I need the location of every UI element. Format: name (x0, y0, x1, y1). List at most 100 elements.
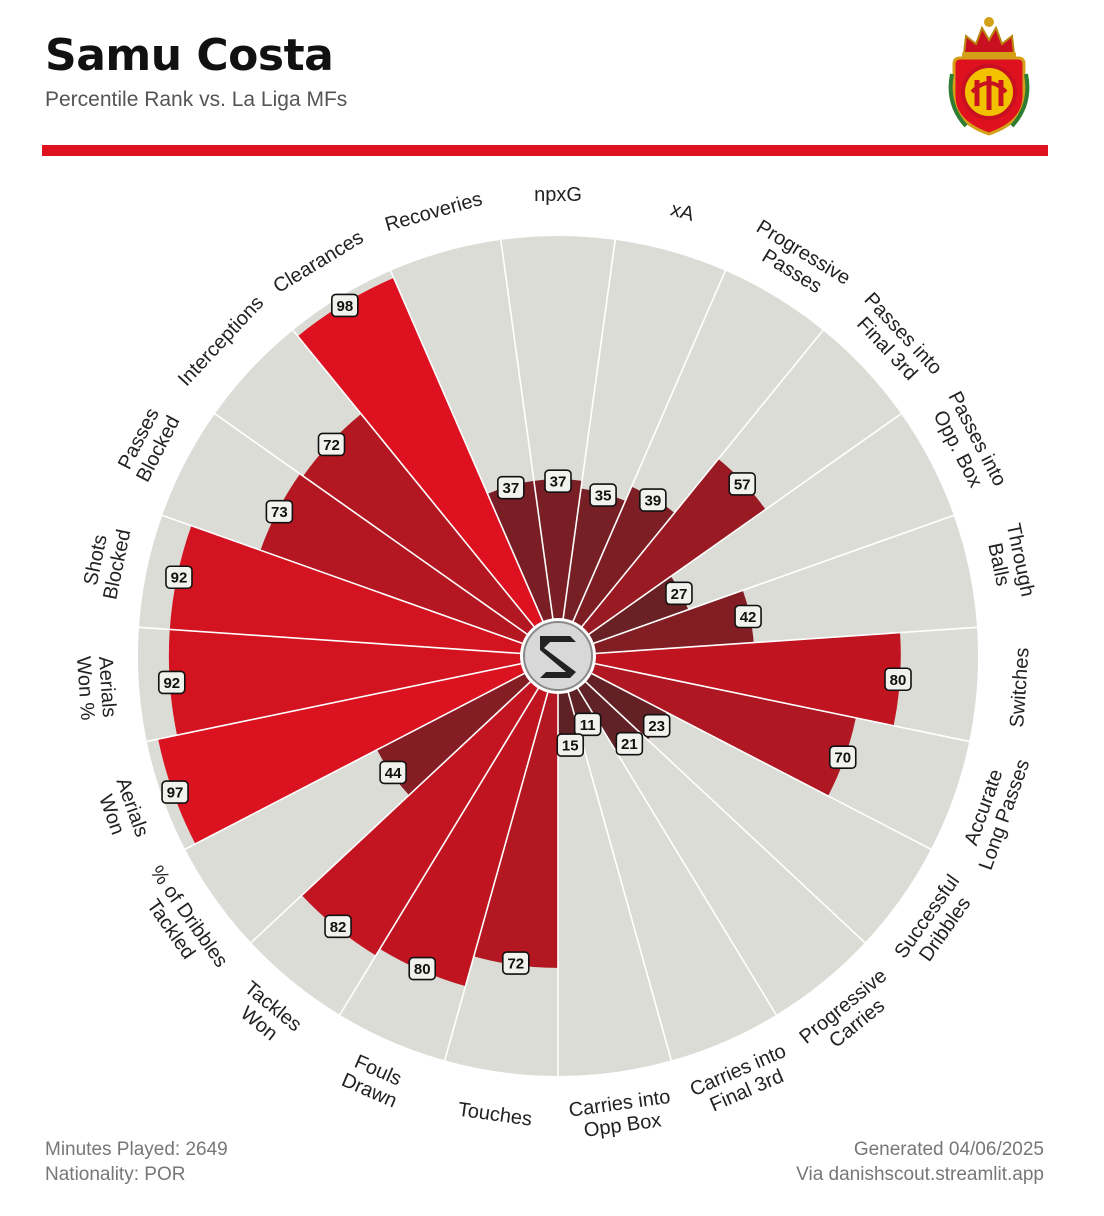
radar-bar (303, 414, 537, 637)
radar-divider-line (138, 626, 559, 657)
value-label: 35 (595, 488, 612, 505)
value-label: 92 (171, 570, 188, 587)
radar-divider-line (184, 655, 559, 850)
value-label: 42 (740, 609, 757, 626)
radar-bar (579, 458, 766, 637)
value-badge: 72 (501, 951, 530, 975)
danishscout-logo-icon (520, 618, 596, 694)
radar-background-wedge (567, 685, 777, 1061)
page-title: Samu Costa (45, 30, 334, 81)
category-label: Recoveries (382, 188, 484, 236)
value-badge-box (157, 670, 186, 695)
value-badge-box (544, 469, 572, 493)
value-label: 92 (163, 675, 180, 692)
value-badge: 80 (884, 667, 912, 692)
center-hub (523, 621, 593, 691)
value-label: 70 (834, 750, 851, 767)
value-badge: 92 (165, 565, 193, 590)
value-label: 80 (890, 672, 907, 689)
radar-divider-line (389, 270, 559, 657)
radar-bar (487, 480, 554, 625)
value-label: 23 (648, 718, 665, 735)
value-label: 82 (330, 919, 347, 936)
value-label: 80 (414, 961, 431, 978)
radar-divider-line (557, 329, 824, 657)
generated-date: Generated 04/06/2025 (853, 1139, 1044, 1160)
category-label: Touches (457, 1099, 534, 1131)
value-badge: 72 (317, 432, 346, 457)
value-badge-box (408, 956, 437, 981)
radar-bar (591, 632, 901, 726)
value-badge-box (828, 745, 857, 770)
value-badge: 73 (265, 499, 294, 524)
radar-divider-line (214, 413, 559, 657)
radar-divider-line (146, 655, 559, 743)
value-badge: 70 (828, 745, 857, 770)
radar-divider-line (500, 239, 559, 657)
value-badge-box (665, 581, 693, 606)
radar-divider-line (161, 514, 559, 657)
center-logo-mark (540, 636, 576, 678)
value-label: 21 (621, 736, 638, 753)
radar-bar (377, 671, 534, 796)
value-badge-box (734, 604, 762, 629)
category-label-line: Touches (457, 1099, 534, 1131)
radar-bar (169, 525, 526, 654)
value-badge: 35 (589, 483, 617, 507)
category-label: Switches (1006, 647, 1033, 728)
value-badge-box (379, 760, 407, 785)
value-label: 72 (323, 437, 340, 454)
radar-bar (590, 590, 754, 654)
radar-bar (585, 576, 689, 645)
category-label: xA (668, 198, 697, 226)
radar-divider-line (339, 655, 559, 1016)
value-badge: 27 (665, 581, 693, 606)
radar-divider-line (557, 413, 902, 657)
value-badge: 97 (161, 780, 189, 804)
radar-bar (379, 685, 549, 987)
value-label: 27 (671, 586, 688, 603)
category-label: Clearances (270, 226, 368, 297)
value-badge-box (331, 293, 359, 318)
radar-divider-line (557, 626, 978, 657)
value-badge-box (317, 432, 346, 457)
value-label: 39 (645, 493, 662, 510)
value-badge-box (728, 472, 756, 496)
category-label: npxG (534, 184, 582, 206)
radar-bar (297, 277, 545, 630)
value-badge-box (884, 667, 912, 692)
value-label: 73 (271, 504, 288, 521)
radar-bar (571, 486, 675, 630)
value-label: 97 (167, 785, 184, 802)
radar-divider-line (557, 239, 616, 657)
radar-bars (158, 277, 901, 987)
value-badge-box (642, 713, 671, 738)
value-badge: 37 (544, 469, 572, 493)
value-label: 37 (550, 474, 567, 491)
radar-background-wedge (500, 236, 616, 623)
value-badge: 21 (615, 731, 644, 756)
radar-bar (158, 662, 528, 844)
category-label-line: Clearances (270, 226, 368, 297)
radar-bar (562, 488, 626, 625)
value-badge-box (615, 731, 644, 756)
value-badge-box (589, 483, 617, 507)
radar-divider-line (443, 655, 559, 1061)
value-badge-box (573, 712, 602, 737)
radar-divider-line (557, 655, 932, 850)
value-badge-box (501, 951, 530, 975)
value-label: 15 (562, 738, 579, 755)
radar-bar (533, 479, 583, 623)
page-subtitle: Percentile Rank vs. La Liga MFs (45, 88, 348, 111)
category-label-line: Won % (72, 656, 98, 722)
value-badge: 82 (324, 914, 352, 939)
